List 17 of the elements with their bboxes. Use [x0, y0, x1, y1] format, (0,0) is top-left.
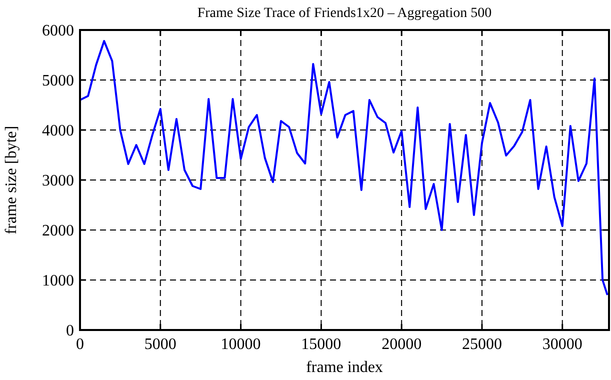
x-axis-title: frame index [306, 359, 383, 376]
y-tick-label: 4000 [42, 122, 74, 140]
x-tick-label: 20000 [382, 336, 422, 353]
line-series [79, 40, 608, 296]
chart-title: Frame Size Trace of Friends1x20 – Aggregation 500 [197, 6, 492, 21]
x-tick-label: 25000 [462, 336, 502, 353]
y-tick-label: 1000 [42, 272, 74, 290]
y-tick-label: 6000 [42, 22, 74, 40]
x-tick-label: 10000 [220, 336, 261, 353]
y-tick-label: 5000 [42, 72, 74, 90]
y-tick-label: 2000 [42, 222, 74, 240]
x-tick-label: 15000 [301, 336, 342, 353]
y-axis-title: frame size [byte] [3, 126, 20, 234]
y-tick-label: 3000 [42, 172, 74, 190]
x-tick-label: 5000 [144, 336, 176, 353]
x-tick-label: 30000 [542, 336, 582, 353]
y-tick-label: 0 [66, 322, 74, 340]
